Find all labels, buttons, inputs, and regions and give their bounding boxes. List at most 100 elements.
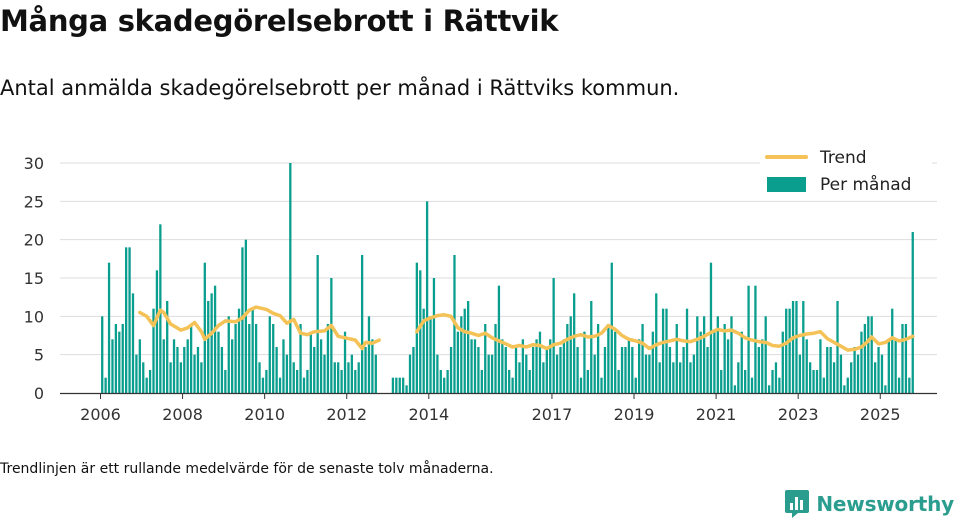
bar xyxy=(183,347,186,393)
bar xyxy=(439,370,442,393)
legend: Trend Per månad xyxy=(760,142,932,200)
bar xyxy=(549,339,552,393)
bar xyxy=(884,385,887,393)
bar xyxy=(771,370,774,393)
bar xyxy=(877,347,880,393)
bar xyxy=(627,339,631,393)
bar xyxy=(306,370,309,393)
bar xyxy=(863,324,867,393)
bar xyxy=(658,362,661,393)
bar xyxy=(596,324,600,393)
legend-bar-label: Per månad xyxy=(820,174,911,195)
bar xyxy=(706,347,709,393)
y-tick-label: 20 xyxy=(24,231,44,250)
bar xyxy=(333,362,336,393)
bar xyxy=(590,301,593,393)
bar xyxy=(531,347,535,393)
bar xyxy=(189,324,193,393)
bar xyxy=(347,362,350,393)
bar xyxy=(152,308,155,393)
bar xyxy=(586,370,589,393)
bar xyxy=(634,377,637,393)
bar xyxy=(155,270,159,393)
bars-per-month xyxy=(101,163,914,393)
bar xyxy=(829,347,832,393)
x-tick-label: 2008 xyxy=(162,405,203,424)
legend-bar-swatch xyxy=(767,177,806,192)
bar xyxy=(692,354,696,393)
x-tick-label: 2025 xyxy=(860,405,901,424)
bar xyxy=(836,301,839,393)
bar xyxy=(579,377,583,393)
bar xyxy=(412,347,415,393)
bar xyxy=(337,362,340,393)
x-tick-label: 2019 xyxy=(614,405,655,424)
bar xyxy=(415,262,418,393)
bar xyxy=(316,255,319,393)
bar xyxy=(251,308,254,393)
bar xyxy=(186,339,189,393)
bar xyxy=(552,278,555,393)
bar xyxy=(603,347,607,393)
bar xyxy=(148,370,152,393)
bar xyxy=(733,385,737,393)
bar xyxy=(429,316,432,393)
bar xyxy=(261,377,265,393)
chart-subtitle: Antal anmälda skadegörelsebrott per måna… xyxy=(0,76,680,100)
bar xyxy=(200,362,203,393)
bar xyxy=(323,354,326,393)
bar xyxy=(128,247,131,393)
bar xyxy=(566,324,569,393)
bar xyxy=(525,354,528,393)
bar xyxy=(795,301,798,393)
bar xyxy=(891,308,894,393)
bar xyxy=(470,339,473,393)
bar xyxy=(583,331,586,393)
bar xyxy=(805,339,808,393)
bar xyxy=(289,163,292,393)
bar xyxy=(487,354,490,393)
bar xyxy=(873,362,877,393)
bar xyxy=(425,201,429,393)
bar xyxy=(730,316,733,393)
bar xyxy=(641,324,644,393)
bar xyxy=(443,377,446,393)
bar xyxy=(508,370,511,393)
bar xyxy=(313,347,316,393)
bar xyxy=(648,354,651,393)
bar xyxy=(723,324,726,393)
bar xyxy=(809,362,812,393)
bar xyxy=(819,339,822,393)
bar xyxy=(696,316,699,393)
bar xyxy=(815,370,819,393)
bar xyxy=(638,339,641,393)
bar xyxy=(764,316,767,393)
bar xyxy=(761,339,764,393)
bar xyxy=(672,362,675,393)
bar xyxy=(217,331,220,393)
bar xyxy=(278,377,282,393)
bar xyxy=(299,324,302,393)
bar xyxy=(709,262,713,393)
y-tick-label: 25 xyxy=(24,192,44,211)
x-tick-label: 2010 xyxy=(244,405,285,424)
bar xyxy=(357,362,360,393)
bar xyxy=(535,339,538,393)
bar xyxy=(576,347,579,393)
bar xyxy=(699,331,702,393)
bar xyxy=(330,278,333,393)
bar xyxy=(826,347,829,393)
x-tick-label: 2017 xyxy=(532,405,573,424)
bar xyxy=(343,331,347,393)
x-tick-label: 2014 xyxy=(408,405,449,424)
bar xyxy=(542,362,545,393)
newsworthy-logo-icon xyxy=(785,490,810,518)
y-tick-label: 0 xyxy=(34,384,44,403)
bar xyxy=(203,262,206,393)
newsworthy-logo: Newsworthy xyxy=(784,489,954,519)
bar xyxy=(446,370,449,393)
bar xyxy=(142,362,145,393)
bar xyxy=(162,339,165,393)
bar xyxy=(494,324,497,393)
bar xyxy=(467,301,470,393)
